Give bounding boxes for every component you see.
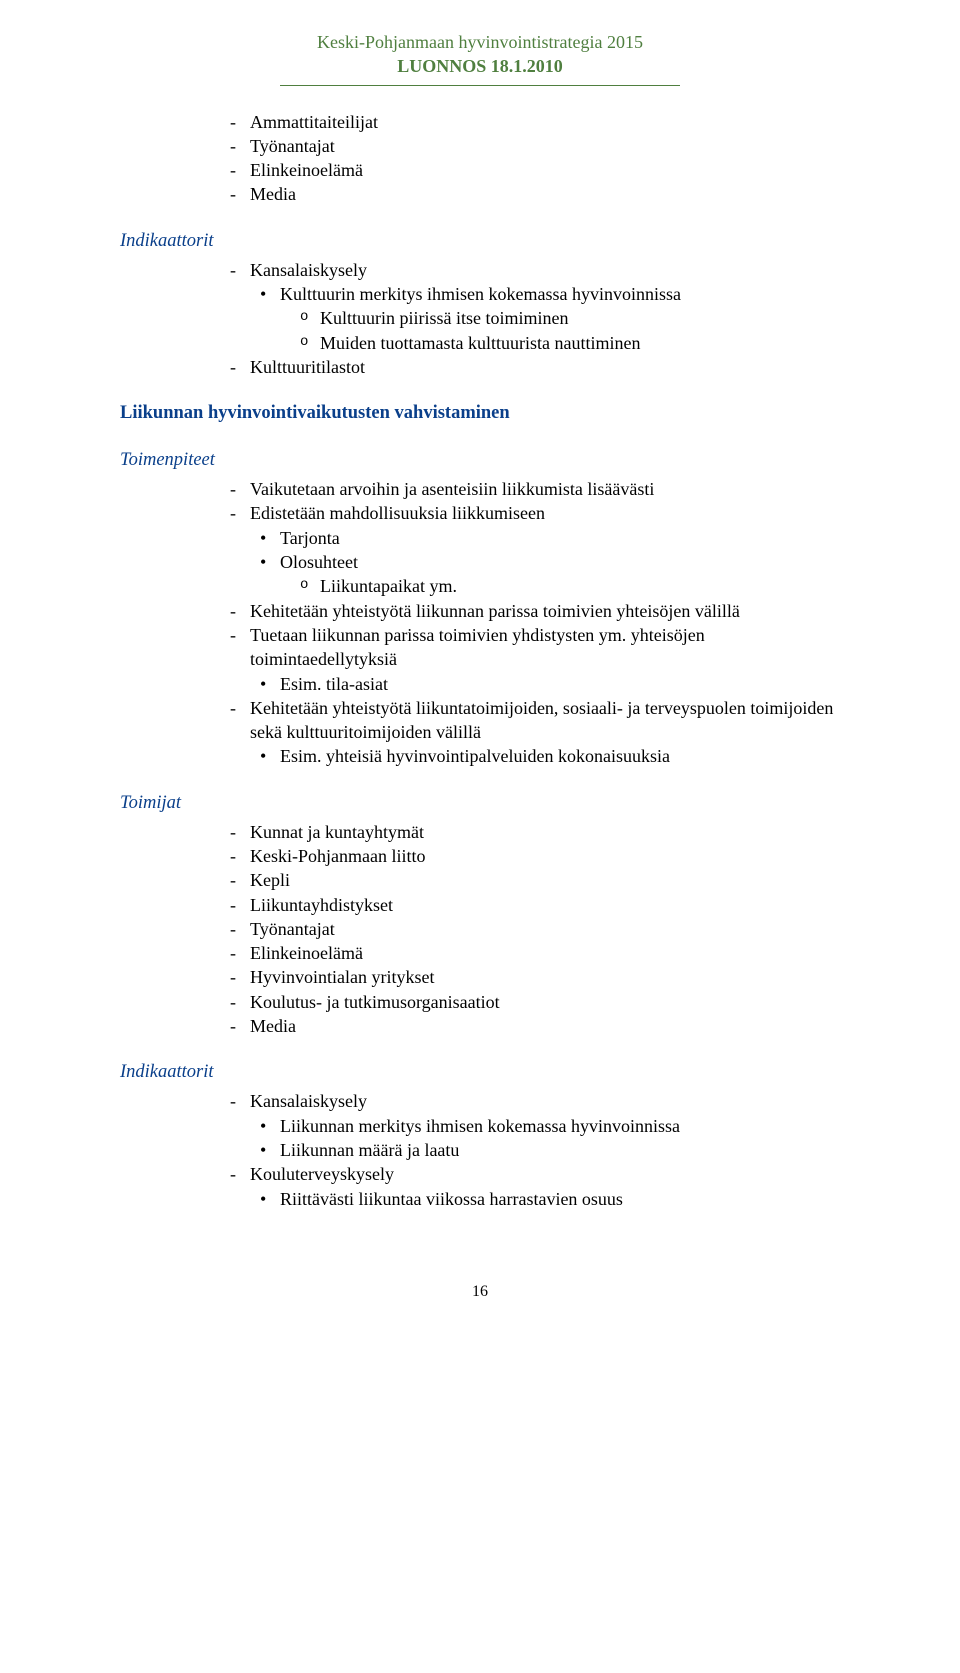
- list-item: Kansalaiskysely: [220, 258, 840, 282]
- list-item: Työnantajat: [220, 134, 840, 158]
- list-item: Tuetaan liikunnan parissa toimivien yhdi…: [220, 623, 840, 672]
- indikaattorit-heading-1: Indikaattorit: [120, 229, 840, 254]
- top-dash-block: Ammattitaiteilijat Työnantajat Elinkeino…: [220, 110, 840, 207]
- list-item: Kulttuurin piirissä itse toimiminen: [220, 306, 840, 330]
- list-item: Liikuntapaikat ym.: [220, 574, 840, 598]
- list-item: Vaikutetaan arvoihin ja asenteisiin liik…: [220, 477, 840, 501]
- list-item: Kepli: [220, 868, 840, 892]
- list-item: Kehitetään yhteistyötä liikunnan parissa…: [220, 599, 840, 623]
- list-item: Liikuntayhdistykset: [220, 893, 840, 917]
- list-item: Kehitetään yhteistyötä liikuntatoimijoid…: [220, 696, 840, 745]
- list-item: Koulutus- ja tutkimusorganisaatiot: [220, 990, 840, 1014]
- indikaattorit1-block: Kansalaiskysely Kulttuurin merkitys ihmi…: [220, 258, 840, 379]
- indikaattorit2-block: Kansalaiskysely Liikunnan merkitys ihmis…: [220, 1089, 840, 1210]
- list-item: Edistetään mahdollisuuksia liikkumiseen: [220, 501, 840, 525]
- page-header: Keski-Pohjanmaan hyvinvointistrategia 20…: [120, 30, 840, 86]
- list-item: Kunnat ja kuntayhtymät: [220, 820, 840, 844]
- page-number: 16: [120, 1281, 840, 1303]
- header-subtitle: LUONNOS 18.1.2010: [120, 54, 840, 78]
- list-item: Esim. yhteisiä hyvinvointipalveluiden ko…: [220, 744, 840, 768]
- list-item: Esim. tila-asiat: [220, 672, 840, 696]
- list-item: Kulttuuritilastot: [220, 355, 840, 379]
- toimijat-heading: Toimijat: [120, 791, 840, 816]
- list-item: Elinkeinoelämä: [220, 941, 840, 965]
- document-page: Keski-Pohjanmaan hyvinvointistrategia 20…: [0, 0, 960, 1342]
- toimenpiteet-block: Vaikutetaan arvoihin ja asenteisiin liik…: [220, 477, 840, 769]
- header-title: Keski-Pohjanmaan hyvinvointistrategia 20…: [120, 30, 840, 54]
- list-item: Keski-Pohjanmaan liitto: [220, 844, 840, 868]
- list-item: Muiden tuottamasta kulttuurista nauttimi…: [220, 331, 840, 355]
- list-item: Hyvinvointialan yritykset: [220, 965, 840, 989]
- indikaattorit-heading-2: Indikaattorit: [120, 1060, 840, 1085]
- liikunnan-heading: Liikunnan hyvinvointivaikutusten vahvist…: [120, 401, 840, 426]
- list-item: Riittävästi liikuntaa viikossa harrastav…: [220, 1187, 840, 1211]
- header-rule: [280, 85, 680, 86]
- list-item: Liikunnan merkitys ihmisen kokemassa hyv…: [220, 1114, 840, 1138]
- toimijat-block: Kunnat ja kuntayhtymät Keski-Pohjanmaan …: [220, 820, 840, 1039]
- list-item: Tarjonta: [220, 526, 840, 550]
- list-item: Media: [220, 182, 840, 206]
- list-item: Ammattitaiteilijat: [220, 110, 840, 134]
- list-item: Kansalaiskysely: [220, 1089, 840, 1113]
- list-item: Työnantajat: [220, 917, 840, 941]
- list-item: Olosuhteet: [220, 550, 840, 574]
- list-item: Kulttuurin merkitys ihmisen kokemassa hy…: [220, 282, 840, 306]
- list-item: Liikunnan määrä ja laatu: [220, 1138, 840, 1162]
- list-item: Elinkeinoelämä: [220, 158, 840, 182]
- list-item: Media: [220, 1014, 840, 1038]
- toimenpiteet-heading: Toimenpiteet: [120, 448, 840, 473]
- list-item: Kouluterveyskysely: [220, 1162, 840, 1186]
